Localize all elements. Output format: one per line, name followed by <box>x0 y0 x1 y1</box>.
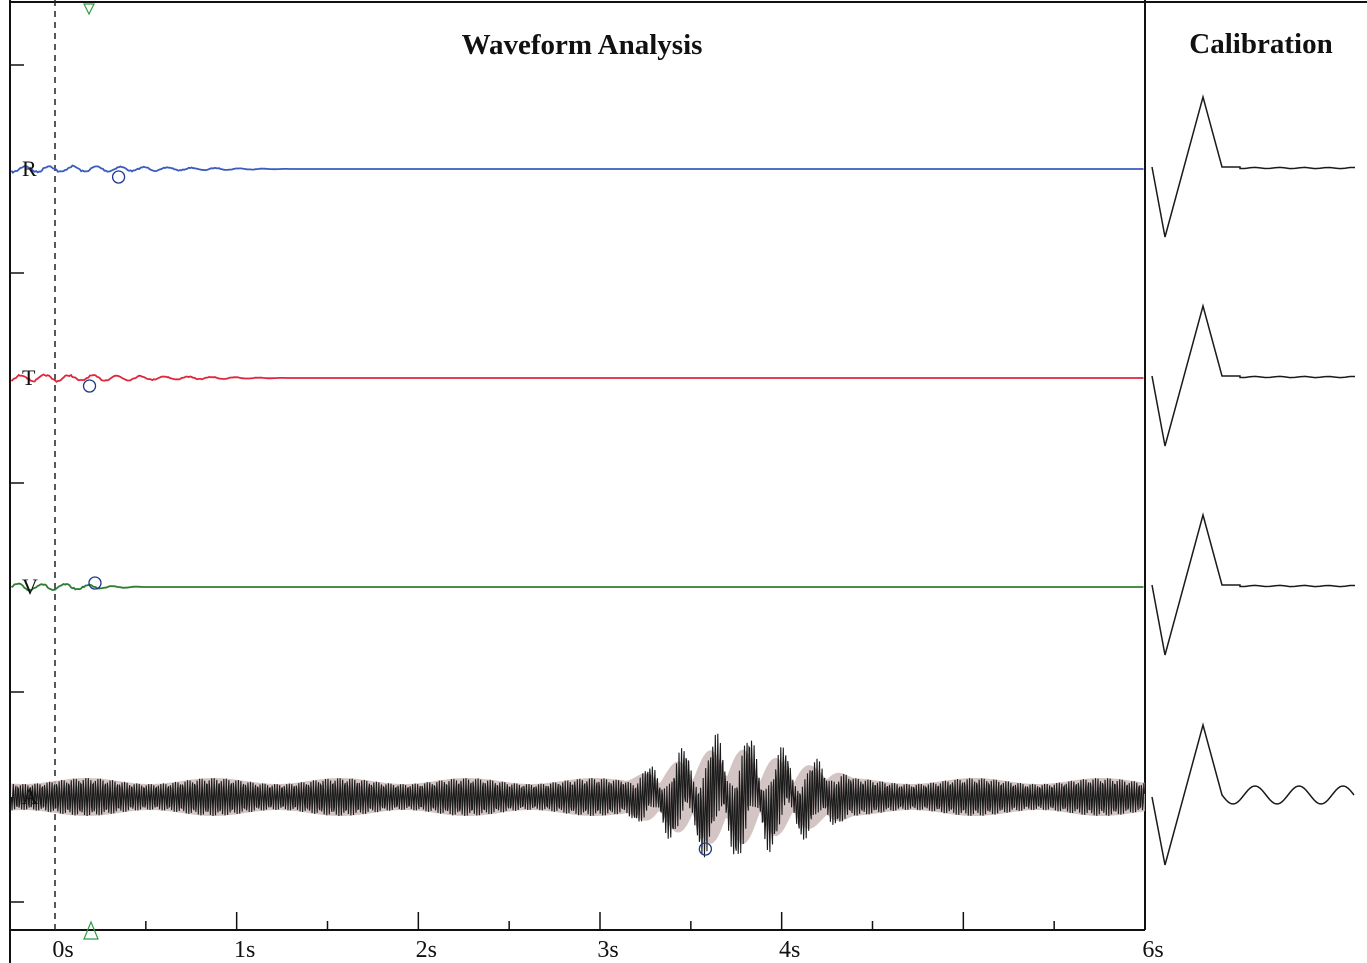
trace-V-marker <box>88 576 102 590</box>
calibration-traces <box>1151 94 1355 866</box>
x-tick-label-5: 6s <box>1142 937 1163 963</box>
trigger-bottom-marker <box>83 920 99 940</box>
x-tick-label-4: 4s <box>779 937 800 963</box>
trace-A-marker <box>698 842 713 856</box>
calibration-title: Calibration <box>1189 28 1332 60</box>
calibration-pulse-R <box>1151 94 1355 238</box>
chart-title: Waveform Analysis <box>462 29 703 61</box>
channel-traces <box>10 164 1146 858</box>
trace-R-line <box>10 164 1144 175</box>
trace-A-line <box>10 733 1146 858</box>
x-tick-label-2: 2s <box>416 937 437 963</box>
trigger-top-marker <box>83 3 95 16</box>
x-tick-label-1: 1s <box>234 937 255 963</box>
trace-V-line <box>10 582 1144 592</box>
x-tick-label-3: 3s <box>597 937 618 963</box>
calibration-pulse-V <box>1151 512 1355 656</box>
channel-label-V: V <box>22 574 38 599</box>
left-axis-ticks <box>10 64 24 903</box>
trace-T-marker <box>82 379 97 393</box>
trace-T-line <box>10 373 1144 383</box>
x-tick-label-0: 0s <box>52 937 73 963</box>
channel-label-R: R <box>22 156 37 181</box>
trace-R-marker <box>111 170 126 184</box>
calibration-pulse-A <box>1151 722 1355 866</box>
calibration-pulse-T <box>1151 303 1355 447</box>
chart-borders <box>9 0 1367 963</box>
channel-label-A: A <box>22 784 38 809</box>
x-axis-ticks: 0s 1s 2s 3s 4s 6s <box>52 912 1164 963</box>
channel-label-T: T <box>22 365 36 390</box>
channel-labels: R T V A <box>22 156 38 809</box>
